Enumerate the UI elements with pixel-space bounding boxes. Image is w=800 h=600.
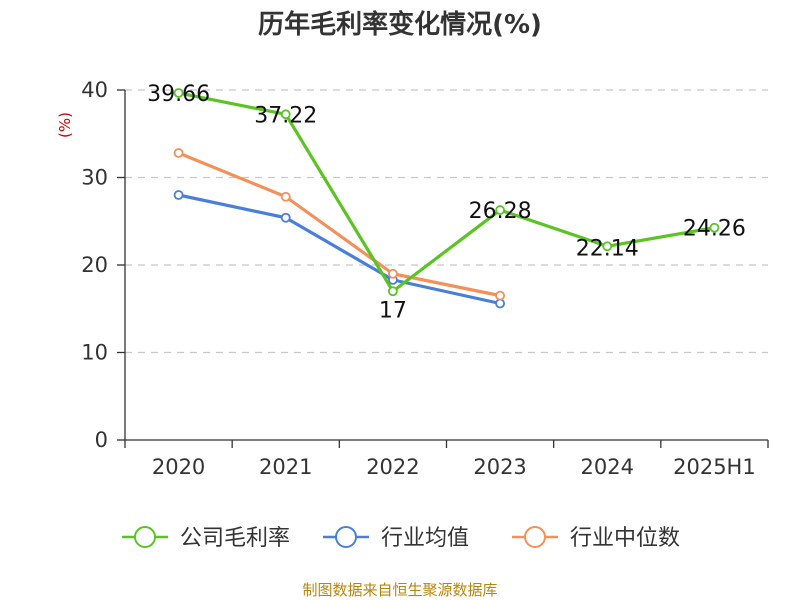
legend-item-1[interactable]: 行业均值: [323, 526, 469, 551]
legend-marker-0: [134, 526, 156, 548]
data-label-2023: 26.28: [469, 199, 532, 224]
series-0-point-5[interactable]: [709, 222, 720, 233]
series-2-point-0[interactable]: [173, 148, 184, 158]
series-0-point-3[interactable]: [495, 205, 505, 215]
y-tick-label-40: 40: [81, 78, 108, 102]
y-tick-label-30: 30: [81, 166, 108, 190]
x-tick-label-2021: 2021: [259, 455, 312, 479]
data-label-2022: 17: [379, 298, 407, 323]
gridlines: [125, 89, 768, 354]
legend-label-2: 行业中位数: [570, 526, 680, 551]
series-2-point-3[interactable]: [495, 290, 505, 301]
legend[interactable]: 公司毛利率 行业均值 行业中位数: [122, 526, 680, 551]
series-line-0: [178, 91, 715, 293]
legend-item-0[interactable]: 公司毛利率: [122, 526, 290, 551]
legend-label-0: 公司毛利率: [180, 526, 290, 551]
y-tick-label-0: 0: [95, 428, 108, 452]
series-2-point-1[interactable]: [280, 191, 291, 202]
x-tick-label-2025H1: 2025H1: [673, 455, 756, 479]
series-2-point-2[interactable]: [388, 268, 398, 279]
series-1-point-3[interactable]: [495, 298, 505, 309]
x-tick-label-2024: 2024: [581, 455, 634, 479]
y-axis-label: (%): [56, 112, 74, 138]
x-tick-label-2020: 2020: [152, 455, 205, 479]
series-1-point-1[interactable]: [280, 212, 291, 223]
data-label-2024: 22.14: [576, 236, 639, 261]
legend-label-1: 行业均值: [381, 526, 469, 551]
y-tick-label-10: 10: [81, 341, 108, 365]
x-tick-label-2022: 2022: [366, 455, 419, 479]
legend-marker-1: [335, 526, 357, 548]
series-line-2: [177, 151, 501, 298]
data-label-2020: 39.66: [147, 82, 210, 107]
axes: 0 10 20 30 40 2020 2021 2022 2023 2024 2025H1: [81, 78, 769, 479]
chart-title: 历年毛利率变化情况(%): [258, 9, 542, 40]
series-line-1: [178, 193, 501, 306]
data-label-2025H1: 24.26: [683, 217, 746, 242]
legend-marker-2: [524, 526, 546, 548]
data-labels: 39.66 37.22 17 26.28 22.14 24.26: [147, 82, 746, 323]
y-tick-label-20: 20: [81, 253, 108, 277]
series-group: [173, 88, 720, 309]
data-label-2021: 37.22: [254, 103, 317, 128]
legend-item-2[interactable]: 行业中位数: [512, 526, 680, 551]
x-tick-label-2023: 2023: [473, 455, 526, 479]
series-0-point-1[interactable]: [280, 109, 291, 120]
series-0-point-0[interactable]: [173, 88, 184, 98]
series-0-point-2[interactable]: [388, 286, 398, 297]
series-0-point-4[interactable]: [602, 241, 613, 252]
series-1-point-0[interactable]: [173, 190, 184, 200]
source-note: 制图数据来自恒生聚源数据库: [302, 581, 497, 599]
